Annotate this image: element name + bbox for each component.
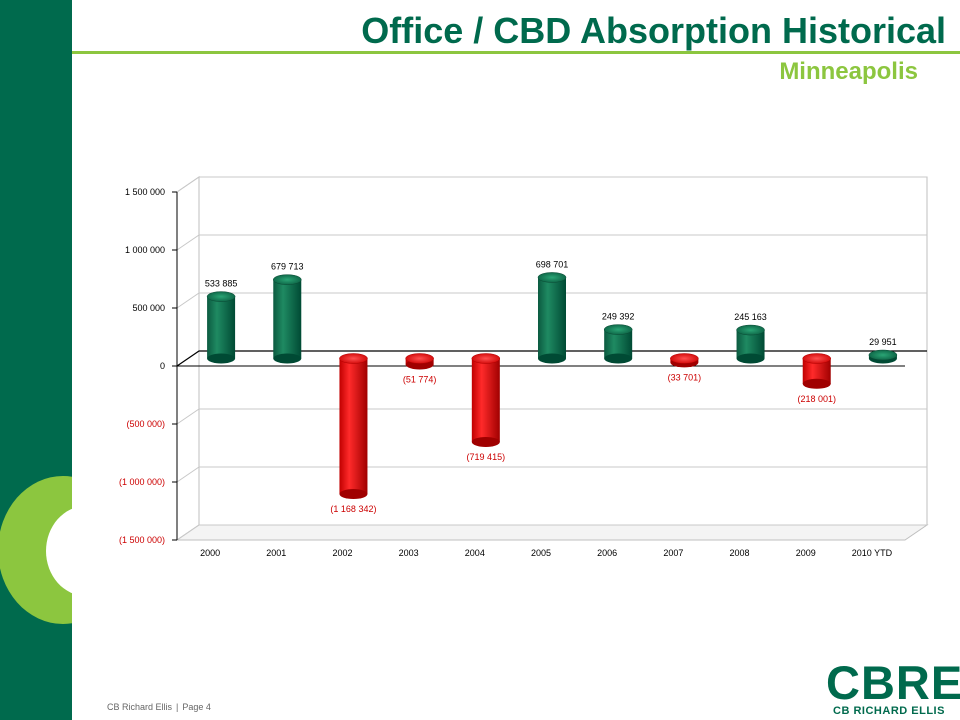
bar-2006 [603, 324, 633, 364]
data-label: 249 392 [602, 312, 635, 322]
gridline [176, 408, 927, 425]
bar-base [604, 353, 633, 364]
x-tick-label: 2003 [399, 548, 419, 558]
bar-2001 [273, 274, 302, 364]
absorption-bar-chart: 1 500 000 1 000 000 500 000 0 (500 000) (1 00… [119, 176, 929, 558]
bar-cap [736, 324, 765, 336]
bar-cap [206, 291, 236, 302]
bar-base [471, 436, 500, 447]
bar-2002 [339, 353, 368, 500]
bar-body [207, 296, 236, 359]
bar-base [538, 353, 566, 364]
gridline [176, 234, 927, 251]
y-tick-label: 500 000 [132, 303, 165, 313]
x-tick-label: 2001 [266, 548, 286, 558]
bar-2000 [206, 291, 236, 364]
gridline [176, 176, 927, 193]
y-tick-label: 1 500 000 [125, 187, 165, 197]
bar-cap [670, 353, 699, 364]
x-tick-label: 2002 [332, 548, 352, 558]
y-tick-label: 0 [160, 361, 165, 371]
bar-cap [868, 349, 898, 361]
x-tick-label: 2010 YTD [852, 548, 893, 558]
footer-company: CB Richard Ellis [107, 702, 173, 712]
bar-cap [273, 274, 302, 285]
bar-2009 [802, 353, 831, 389]
gridline [176, 466, 927, 483]
bar-cap [802, 353, 831, 364]
cbre-logo: CBRE CB RICHARD ELLIS [826, 656, 960, 717]
bar-cap [405, 353, 434, 364]
bar-body [339, 358, 368, 495]
data-label: 29 951 [869, 337, 897, 347]
bar-2005 [537, 272, 567, 364]
logo-mark: CBRE [826, 656, 960, 709]
bar-cap [471, 353, 501, 364]
bar-2003 [405, 353, 434, 370]
sidebar-band [0, 0, 72, 720]
x-tick-label: 2004 [465, 548, 485, 558]
bar-body [471, 358, 500, 442]
gridline [176, 524, 927, 541]
logo-name: CB RICHARD ELLIS [833, 705, 945, 717]
bar-2010-ytd [868, 349, 898, 364]
bar-base [339, 489, 368, 500]
header-rule [72, 51, 960, 54]
x-tick-label: 2006 [597, 548, 617, 558]
footer-page-number: Page 4 [182, 702, 211, 712]
y-tick-label: (1 000 000) [119, 477, 165, 487]
footer-separator: | [176, 702, 179, 712]
y-tick-label: (500 000) [126, 419, 165, 429]
x-tick-label: 2009 [796, 548, 816, 558]
bar-body [538, 277, 566, 359]
bar-2008 [736, 324, 765, 364]
bar-body [273, 279, 302, 359]
data-label: (33 701) [668, 372, 702, 382]
bar-cap [537, 272, 567, 283]
bar-base [207, 353, 236, 364]
data-label: (1 168 342) [330, 504, 376, 514]
x-tick-label: 2000 [200, 548, 220, 558]
page-subtitle: Minneapolis [779, 58, 918, 85]
bar-cap [603, 324, 633, 335]
data-label: 679 713 [271, 262, 304, 272]
data-label: (719 415) [467, 452, 506, 462]
x-tick-label: 2005 [531, 548, 551, 558]
y-tick-label: (1 500 000) [119, 535, 165, 545]
y-tick-label: 1 000 000 [125, 245, 165, 255]
chart-floor [175, 524, 929, 541]
x-tick-label: 2008 [730, 548, 750, 558]
bar-base [802, 378, 831, 389]
gridline [176, 292, 927, 309]
bar-2004 [471, 353, 501, 447]
gridline [176, 350, 927, 367]
footer: CB Richard Ellis | Page 4 [107, 702, 211, 712]
bar-base [736, 353, 765, 364]
data-label: 533 885 [205, 279, 238, 289]
bar-2007 [670, 353, 699, 368]
page-title: Office / CBD Absorption Historical [361, 10, 946, 51]
data-label: 245 163 [734, 312, 767, 322]
x-tick-label: 2007 [663, 548, 683, 558]
data-label: (218 001) [797, 394, 836, 404]
brand-arc-graphic [0, 476, 72, 624]
data-label: 698 701 [536, 259, 569, 269]
data-label: (51 774) [403, 375, 437, 385]
bar-cap [339, 353, 368, 364]
bar-base [273, 353, 302, 364]
